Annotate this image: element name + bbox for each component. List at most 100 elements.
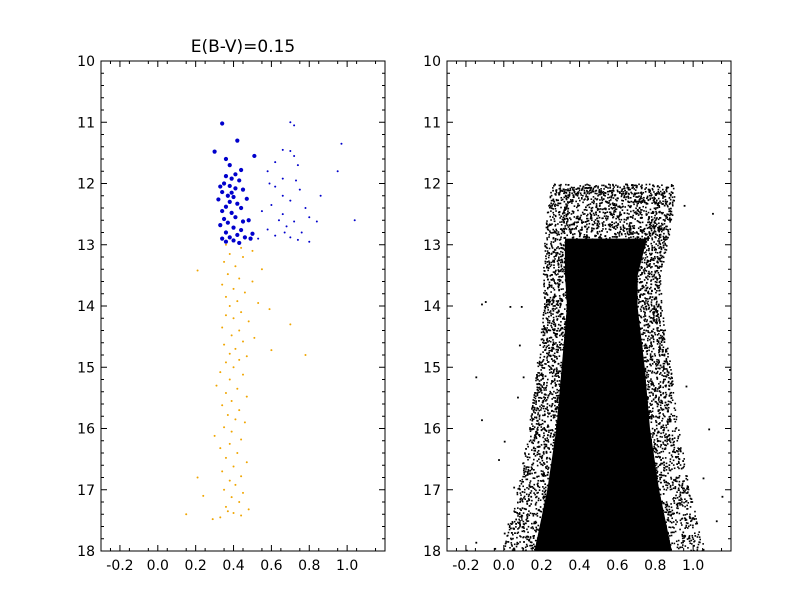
data-point bbox=[649, 331, 651, 334]
data-point bbox=[656, 338, 659, 341]
data-point bbox=[227, 199, 232, 204]
data-point bbox=[665, 249, 668, 251]
data-point bbox=[521, 547, 524, 549]
data-point bbox=[239, 167, 244, 173]
data-point bbox=[640, 185, 642, 188]
data-point bbox=[654, 222, 657, 224]
data-point bbox=[529, 427, 531, 429]
data-point bbox=[590, 187, 592, 189]
data-point bbox=[533, 449, 536, 452]
data-point bbox=[552, 441, 555, 444]
data-point bbox=[645, 320, 648, 323]
data-point bbox=[624, 193, 627, 196]
data-point bbox=[633, 193, 635, 196]
data-point bbox=[650, 317, 653, 319]
data-point bbox=[557, 273, 559, 275]
data-point bbox=[668, 233, 671, 236]
data-point bbox=[546, 437, 549, 439]
data-point bbox=[548, 300, 550, 303]
data-point bbox=[552, 216, 554, 218]
data-point bbox=[668, 526, 671, 529]
data-point bbox=[548, 311, 551, 314]
data-point bbox=[202, 494, 205, 497]
data-point bbox=[609, 184, 612, 186]
data-point bbox=[235, 138, 240, 143]
data-point bbox=[641, 272, 644, 274]
data-point bbox=[568, 212, 571, 214]
data-point bbox=[664, 198, 667, 201]
data-point bbox=[698, 541, 700, 543]
y-tick-label: 14 bbox=[77, 299, 95, 315]
data-point bbox=[653, 450, 656, 453]
data-point bbox=[242, 340, 244, 343]
data-point bbox=[220, 189, 225, 195]
data-point bbox=[212, 149, 217, 154]
data-point bbox=[698, 531, 701, 533]
series-1 bbox=[257, 121, 356, 243]
data-point bbox=[549, 230, 551, 232]
data-point bbox=[650, 380, 653, 383]
data-point bbox=[247, 508, 250, 511]
data-point bbox=[579, 199, 581, 202]
data-point bbox=[550, 415, 553, 418]
data-point bbox=[685, 492, 688, 494]
data-point bbox=[668, 192, 671, 195]
data-point bbox=[662, 375, 665, 377]
x-tick-label: -0.2 bbox=[106, 558, 133, 574]
data-point bbox=[531, 526, 534, 528]
data-point bbox=[670, 531, 673, 534]
data-point bbox=[674, 409, 677, 411]
data-point bbox=[296, 238, 299, 241]
data-point bbox=[578, 233, 581, 235]
data-point bbox=[540, 409, 542, 411]
data-point bbox=[607, 187, 609, 189]
data-point bbox=[547, 306, 549, 309]
data-point bbox=[515, 545, 518, 548]
data-point bbox=[520, 514, 523, 517]
data-point bbox=[651, 383, 654, 386]
data-point bbox=[529, 536, 532, 538]
data-point bbox=[604, 195, 606, 197]
data-point bbox=[643, 200, 646, 203]
data-point bbox=[293, 124, 296, 127]
data-point bbox=[652, 340, 655, 343]
data-point bbox=[655, 210, 657, 213]
data-point bbox=[656, 311, 658, 314]
y-tick-label: 18 bbox=[77, 544, 95, 560]
data-point bbox=[664, 215, 667, 217]
data-point bbox=[551, 245, 553, 248]
data-point bbox=[524, 498, 527, 500]
data-point bbox=[621, 203, 624, 205]
data-point bbox=[552, 339, 554, 341]
data-point bbox=[541, 385, 543, 388]
data-point bbox=[647, 384, 650, 386]
data-point bbox=[553, 410, 555, 413]
data-point bbox=[658, 192, 660, 194]
data-point bbox=[656, 289, 658, 292]
data-point bbox=[606, 231, 609, 233]
data-point bbox=[614, 194, 616, 196]
data-point bbox=[661, 408, 663, 410]
data-point bbox=[242, 256, 244, 258]
data-point bbox=[676, 505, 679, 508]
data-point bbox=[650, 337, 652, 339]
data-point bbox=[552, 347, 555, 349]
data-point bbox=[228, 305, 231, 307]
data-point bbox=[676, 477, 679, 479]
data-point bbox=[648, 249, 650, 252]
data-point bbox=[571, 202, 573, 204]
data-point bbox=[553, 280, 556, 282]
data-point bbox=[511, 549, 514, 551]
data-point bbox=[552, 360, 554, 362]
data-point bbox=[536, 484, 539, 487]
data-point bbox=[651, 331, 653, 333]
data-point bbox=[527, 453, 530, 455]
data-point bbox=[544, 273, 546, 276]
data-point bbox=[536, 392, 539, 394]
data-point bbox=[524, 474, 527, 477]
data-point bbox=[274, 185, 277, 188]
data-point bbox=[539, 405, 541, 408]
data-point bbox=[564, 294, 567, 296]
data-point bbox=[549, 434, 552, 437]
data-point bbox=[550, 210, 552, 212]
